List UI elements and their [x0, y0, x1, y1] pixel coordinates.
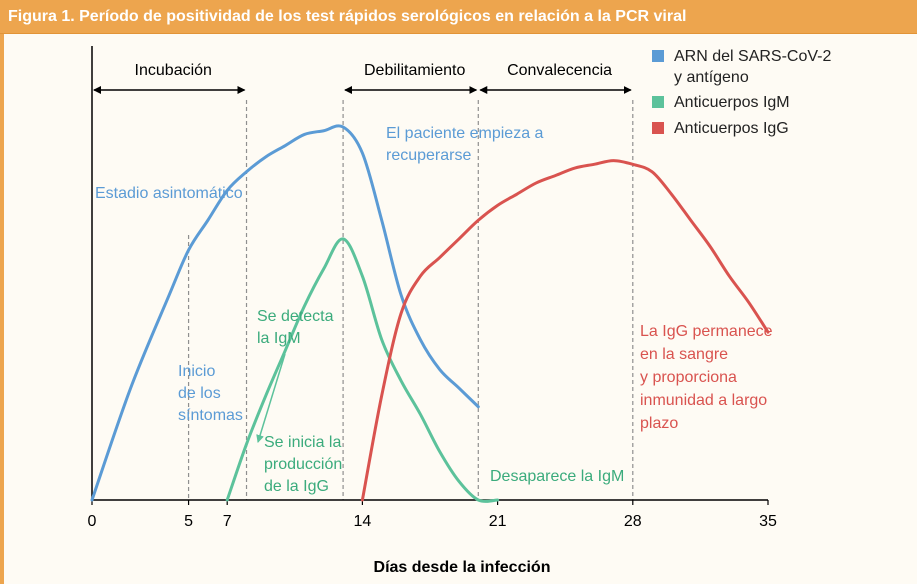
- annotation-igm-detected-line: la IgM: [257, 330, 301, 347]
- x-tick-label: 28: [624, 513, 642, 530]
- annotation-symptom-onset-line: síntomas: [178, 407, 243, 424]
- annotation-recovery: El paciente empieza a recuperarse: [386, 125, 544, 164]
- igm-detection-arrow: [256, 353, 286, 443]
- x-tick-label: 5: [184, 513, 193, 530]
- legend-entry-label-line: Anticuerpos IgG: [674, 120, 789, 137]
- legend-entry-label: Anticuerpos IgM: [674, 94, 790, 111]
- x-tick-label: 35: [759, 513, 777, 530]
- annotation-igg-start-line: Se inicia la: [264, 434, 341, 451]
- figure-title-bar: Figura 1. Período de positividad de los …: [0, 0, 917, 34]
- series-line-rna-antigen: [90, 124, 480, 502]
- annotation-igm-detected: Se detecta la IgM: [257, 308, 334, 347]
- legend-entry-label-line: y antígeno: [674, 69, 749, 86]
- x-tick-label: 14: [354, 513, 372, 530]
- annotation-igm-disappears: Desaparece la IgM: [490, 468, 624, 485]
- legend-entry-label: Anticuerpos IgG: [674, 120, 789, 137]
- phase-label: Debilitamiento: [364, 62, 465, 79]
- legend-entry-label-line: Anticuerpos IgM: [674, 94, 790, 111]
- annotation-symptom-onset-line: Inicio: [178, 363, 215, 380]
- annotation-igg-persists-line: plazo: [640, 415, 678, 432]
- annotation-igg-persists: La IgG permanece en la sangre y proporcion…: [640, 323, 773, 432]
- phase-label: Incubación: [135, 62, 212, 79]
- annotation-recovery-line: El paciente empieza a: [386, 125, 544, 142]
- legend-entry-label-line: ARN del SARS-CoV-2: [674, 48, 831, 65]
- legend-swatch: [652, 96, 664, 108]
- x-tick-label: 7: [223, 513, 232, 530]
- left-border-rule: [0, 34, 4, 584]
- annotation-igg-start: Se inicia la producción de la IgG: [264, 434, 342, 495]
- legend-swatch: [652, 50, 664, 62]
- x-axis-title: Días desde la infección: [374, 559, 551, 576]
- annotation-symptom-onset-line: de los: [178, 385, 221, 402]
- series-line-igm: [225, 237, 500, 503]
- phase-label: Convalecencia: [507, 62, 612, 79]
- annotation-igg-persists-line: inmunidad a largo: [640, 392, 767, 409]
- annotation-igg-persists-line: y proporciona: [640, 369, 737, 386]
- annotation-igg-start-line: de la IgG: [264, 478, 329, 495]
- figure-title: Figura 1. Período de positividad de los …: [8, 8, 687, 25]
- annotation-recovery-line: recuperarse: [386, 147, 471, 164]
- annotation-igg-start-line: producción: [264, 456, 342, 473]
- annotation-asymptomatic-line: Estadio asintomático: [95, 185, 243, 202]
- annotation-igg-persists-line: en la sangre: [640, 346, 728, 363]
- annotation-igm-disappears-line: Desaparece la IgM: [490, 468, 624, 485]
- series-line-igg: [360, 159, 770, 502]
- annotation-igm-detected-line: Se detecta: [257, 308, 334, 325]
- legend-swatch: [652, 122, 664, 134]
- annotation-symptom-onset: Inicio de los síntomas: [178, 363, 243, 424]
- legend-entry-label: ARN del SARS-CoV-2 y antígeno: [674, 48, 831, 86]
- x-tick-label: 0: [88, 513, 97, 530]
- annotation-asymptomatic: Estadio asintomático: [95, 185, 243, 202]
- x-tick-label: 21: [489, 513, 507, 530]
- annotation-igg-persists-line: La IgG permanece: [640, 323, 773, 340]
